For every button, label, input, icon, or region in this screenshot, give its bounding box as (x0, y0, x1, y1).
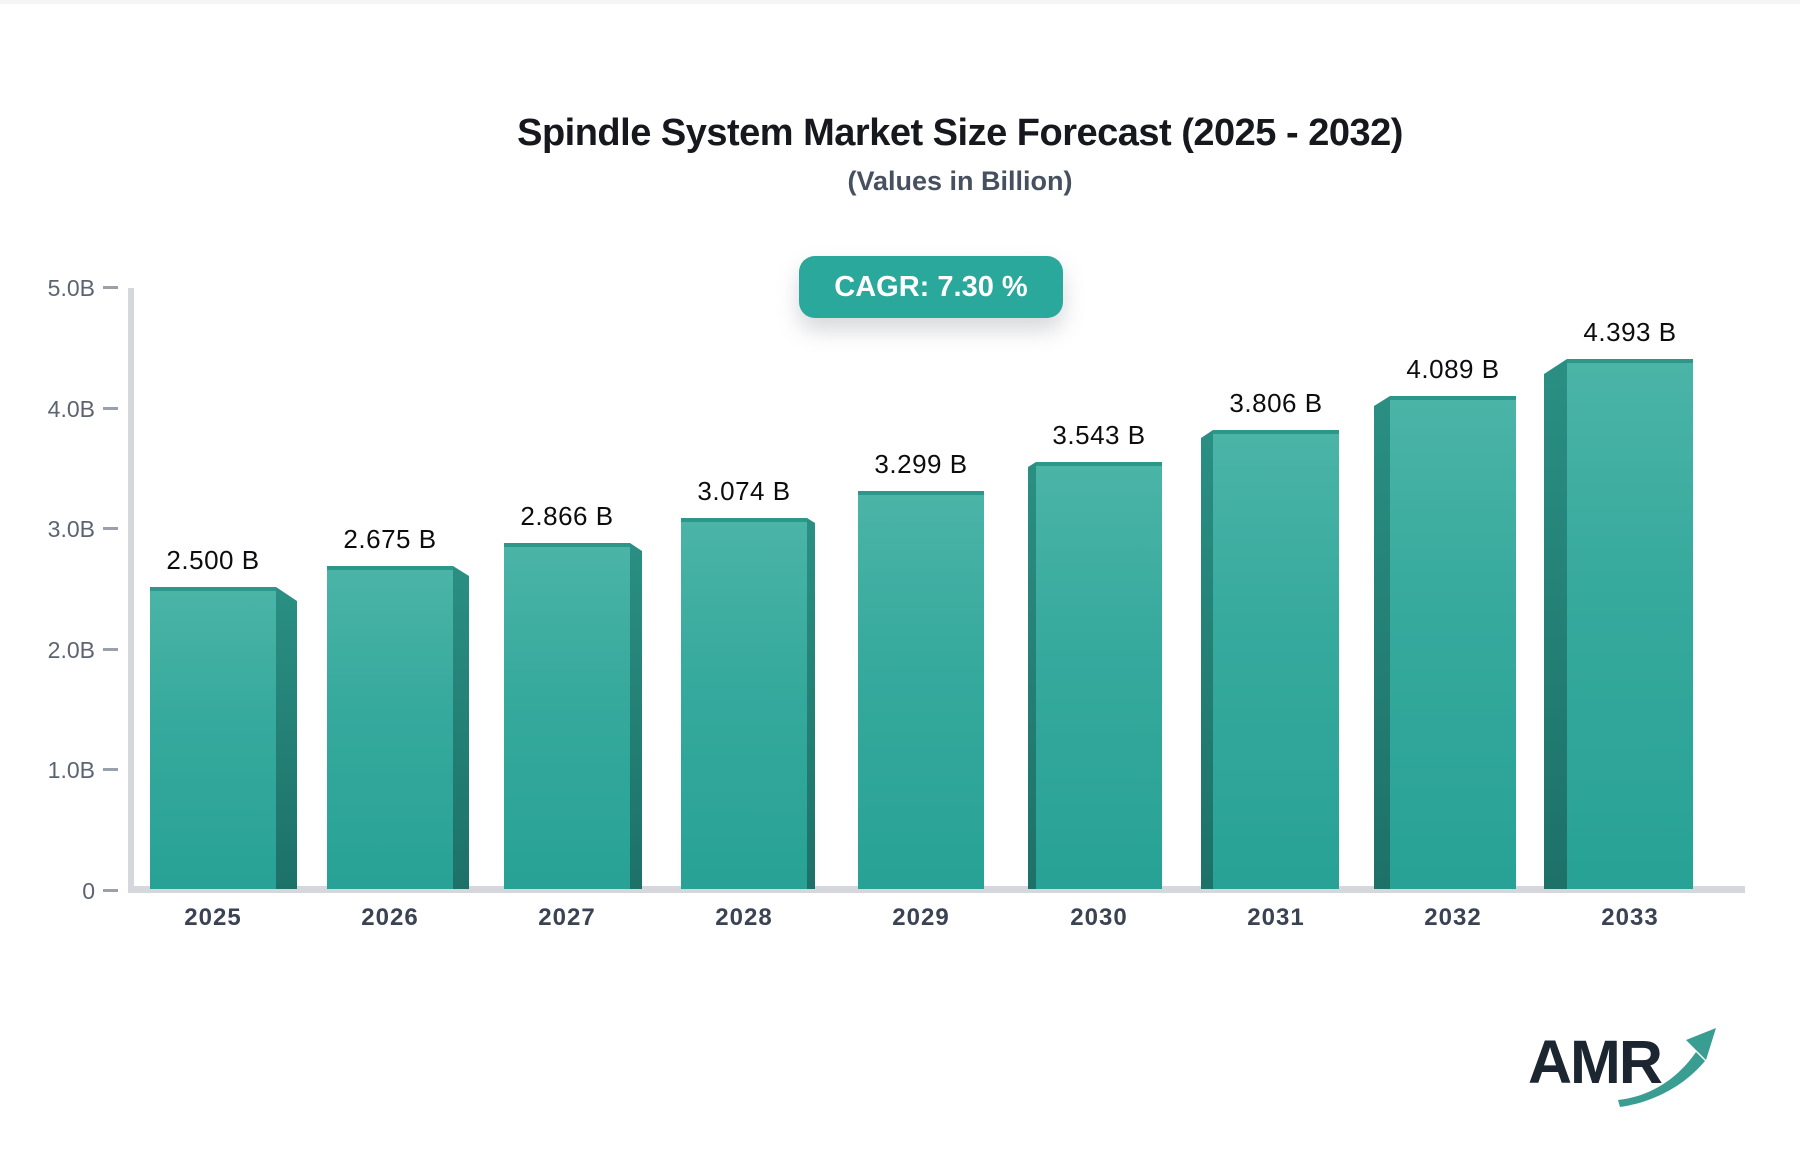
x-tick-label: 2028 (715, 904, 773, 931)
y-tick-mark (103, 768, 118, 772)
y-tick-mark (103, 647, 118, 651)
bar (1036, 462, 1162, 889)
y-tick-label: 4.0B (47, 395, 95, 422)
bar-side-face (276, 587, 297, 889)
x-tick-label: 2031 (1247, 904, 1305, 931)
bar-side-face (630, 543, 642, 889)
bar-value-label: 3.074 B (697, 476, 791, 506)
bar-value-label: 4.393 B (1583, 317, 1677, 347)
bar-side-face (1028, 462, 1036, 889)
x-tick-label: 2026 (361, 904, 419, 931)
y-tick-mark (103, 406, 118, 410)
y-tick-label: 3.0B (47, 516, 95, 543)
bar-value-label: 3.543 B (1052, 420, 1146, 450)
x-tick-label: 2033 (1601, 904, 1659, 931)
x-axis-line (128, 886, 1745, 893)
bar-side-face (1544, 359, 1567, 889)
y-tick-mark (103, 527, 118, 531)
bar (681, 518, 807, 889)
x-tick-label: 2027 (538, 904, 596, 931)
bar (1390, 396, 1516, 889)
y-tick-label: 1.0B (47, 757, 95, 784)
bar (504, 543, 630, 889)
x-tick-label: 2029 (892, 904, 950, 931)
y-tick-label: 5.0B (47, 275, 95, 301)
trend-up-arrow-icon (1618, 1028, 1716, 1107)
bar-side-face (453, 566, 469, 889)
bar (858, 491, 984, 889)
amr-logo: AMR (1528, 1028, 1718, 1120)
bar-value-label: 3.806 B (1229, 388, 1323, 418)
x-tick-label: 2032 (1424, 904, 1482, 931)
bar-side-face (807, 518, 815, 889)
amr-logo-text: AMR (1528, 1028, 1663, 1096)
y-axis-line (128, 288, 134, 891)
x-tick-label: 2025 (184, 904, 242, 931)
y-tick-mark (103, 286, 118, 289)
bar (150, 587, 276, 889)
bar-value-label: 3.299 B (874, 449, 968, 479)
bar-value-label: 2.500 B (166, 545, 260, 575)
bar-side-face (1201, 430, 1213, 889)
top-border-band (0, 0, 1800, 4)
chart-subtitle: (Values in Billion) (847, 166, 1073, 196)
bar (1567, 359, 1693, 889)
bar-value-label: 2.675 B (343, 524, 437, 554)
bar (327, 566, 453, 889)
bar-value-label: 2.866 B (520, 501, 614, 531)
bar (1213, 430, 1339, 889)
cagr-badge: CAGR: 7.30 % (799, 256, 1063, 318)
y-tick-label: 0 (82, 878, 95, 904)
bar-value-label: 4.089 B (1406, 354, 1500, 384)
y-tick-mark (103, 889, 118, 892)
y-tick-label: 2.0B (47, 636, 95, 663)
x-tick-label: 2030 (1070, 904, 1128, 931)
bar-side-face (1374, 396, 1390, 889)
chart-title: Spindle System Market Size Forecast (202… (517, 112, 1403, 154)
